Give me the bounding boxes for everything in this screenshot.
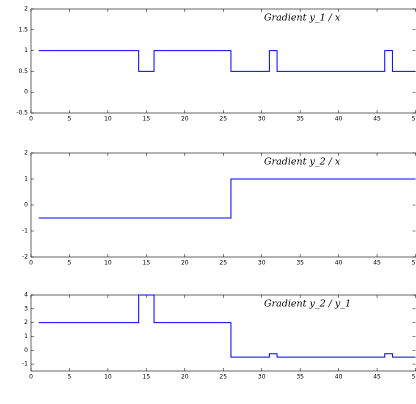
y-tick-label: 1	[24, 176, 28, 183]
x-tick-label: 35	[296, 374, 304, 381]
x-tick-label: 20	[181, 260, 189, 267]
y-tick-label: 4	[24, 292, 28, 299]
x-tick-label: 10	[104, 374, 112, 381]
x-tick-label: 40	[335, 374, 343, 381]
x-tick-label: 45	[373, 374, 381, 381]
chart-title: Gradient y_2 / y_1	[264, 299, 351, 310]
y-tick-label: 1	[24, 333, 28, 340]
y-tick-label: 0	[24, 202, 28, 209]
x-tick-label: 45	[373, 260, 381, 267]
x-tick-label: 5	[68, 260, 72, 267]
x-tick-label: 15	[143, 260, 151, 267]
x-tick-label: 10	[104, 116, 112, 123]
plot-area	[30, 8, 416, 114]
chart-title: Gradient y_1 / x	[264, 13, 341, 24]
y-tick-label: 2	[24, 6, 28, 13]
chart-title: Gradient y_2 / x	[264, 157, 341, 168]
x-tick-label: 40	[335, 260, 343, 267]
y-tick-label: 0	[24, 347, 28, 354]
y-tick-label: -1	[22, 228, 28, 235]
x-tick-label: 50	[412, 260, 416, 267]
data-line	[38, 294, 416, 358]
x-tick-label: 25	[219, 374, 227, 381]
y-tick-label: -0.5	[16, 110, 28, 117]
y-tick-label: -2	[22, 254, 28, 261]
x-tick-label: 35	[296, 116, 304, 123]
x-tick-label: 5	[68, 374, 72, 381]
data-line	[38, 50, 416, 72]
x-tick-label: 0	[29, 116, 33, 123]
x-tick-label: 0	[29, 374, 33, 381]
x-tick-label: 15	[143, 116, 151, 123]
x-tick-label: 10	[104, 260, 112, 267]
x-tick-label: 30	[258, 374, 266, 381]
x-tick-label: 30	[258, 260, 266, 267]
y-tick-label: 0	[24, 89, 28, 96]
x-tick-label: 25	[219, 116, 227, 123]
x-tick-label: 15	[143, 374, 151, 381]
x-tick-label: 5	[68, 116, 72, 123]
plot-area	[30, 152, 416, 258]
x-tick-label: 25	[219, 260, 227, 267]
x-tick-label: 0	[29, 260, 33, 267]
y-tick-label: 3	[24, 305, 28, 312]
y-tick-label: 1	[24, 47, 28, 54]
y-tick-label: -1	[22, 361, 28, 368]
data-line	[38, 178, 416, 219]
x-tick-label: 20	[181, 374, 189, 381]
x-tick-label: 30	[258, 116, 266, 123]
x-tick-label: 45	[373, 116, 381, 123]
y-tick-label: 2	[24, 319, 28, 326]
plot-area	[30, 294, 416, 372]
y-tick-label: 0.5	[18, 68, 28, 75]
x-tick-label: 40	[335, 116, 343, 123]
y-tick-label: 1.5	[18, 26, 28, 33]
x-tick-label: 35	[296, 260, 304, 267]
x-tick-label: 50	[412, 116, 416, 123]
x-tick-label: 20	[181, 116, 189, 123]
x-tick-label: 50	[412, 374, 416, 381]
y-tick-label: 2	[24, 150, 28, 157]
